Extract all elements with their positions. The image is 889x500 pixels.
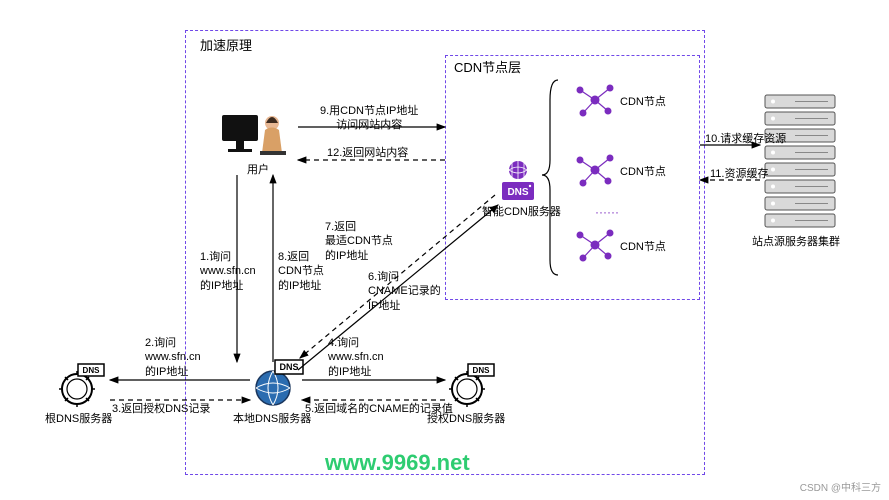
auth-dns-icon: DNS: [449, 364, 494, 407]
cdn-node-3-icon: [577, 230, 613, 261]
user-label: 用户: [247, 163, 269, 177]
cdn-node-1-label: CDN节点: [620, 95, 666, 109]
origin-label: 站点源服务器集群: [752, 235, 840, 249]
root-dns-label: 根DNS服务器: [45, 412, 112, 426]
local-dns-label: 本地DNS服务器: [233, 412, 311, 426]
edge-11-label: 11.资源缓存: [710, 167, 768, 181]
root-dns-icon: DNS: [59, 364, 104, 407]
local-dns-icon: DNS: [256, 360, 303, 405]
cdn-node-2-label: CDN节点: [620, 165, 666, 179]
credit-text: CSDN @中科三方: [800, 479, 881, 494]
origin-servers-icon: [765, 95, 835, 227]
cdn-node-3-label: CDN节点: [620, 240, 666, 254]
watermark-text: www.9969.net: [325, 450, 470, 476]
svg-text:DNS: DNS: [83, 366, 101, 375]
svg-text:DNS: DNS: [473, 366, 491, 375]
edge-6-label: 6.询问 CNAME记录的 IP地址: [368, 270, 441, 313]
edge-1-label: 1.询问 www.sfn.cn 的IP地址: [200, 250, 256, 293]
edge-9-label: 9.用CDN节点IP地址 访问网站内容: [320, 104, 418, 133]
smart-cdn-icon: DNS: [502, 161, 534, 200]
edge-3-label: 3.返回授权DNS记录: [112, 402, 210, 416]
svg-text:DNS: DNS: [279, 362, 298, 372]
edge-10-label: 10.请求缓存资源: [705, 132, 786, 146]
edge-8-label: 8.返回 CDN节点 的IP地址: [278, 250, 324, 293]
brace-icon: [542, 80, 558, 275]
edge-7-label: 7.返回 最适CDN节点 的IP地址: [325, 220, 393, 263]
edge-2-label: 2.询问 www.sfn.cn 的IP地址: [145, 336, 201, 379]
smart-cdn-label: 智能CDN服务器: [482, 205, 561, 219]
svg-text:DNS: DNS: [507, 187, 528, 198]
cdn-node-1-icon: [577, 85, 613, 116]
ellipsis-icon: ······: [595, 205, 619, 219]
edge-4-label: 4.询问 www.sfn.cn 的IP地址: [328, 336, 384, 379]
edge-5-label: 5.返回域名的CNAME的记录值: [305, 402, 453, 416]
edge-12-label: 12.返回网站内容: [327, 146, 408, 160]
user-icon: [222, 115, 286, 155]
cdn-node-2-icon: [577, 155, 613, 186]
